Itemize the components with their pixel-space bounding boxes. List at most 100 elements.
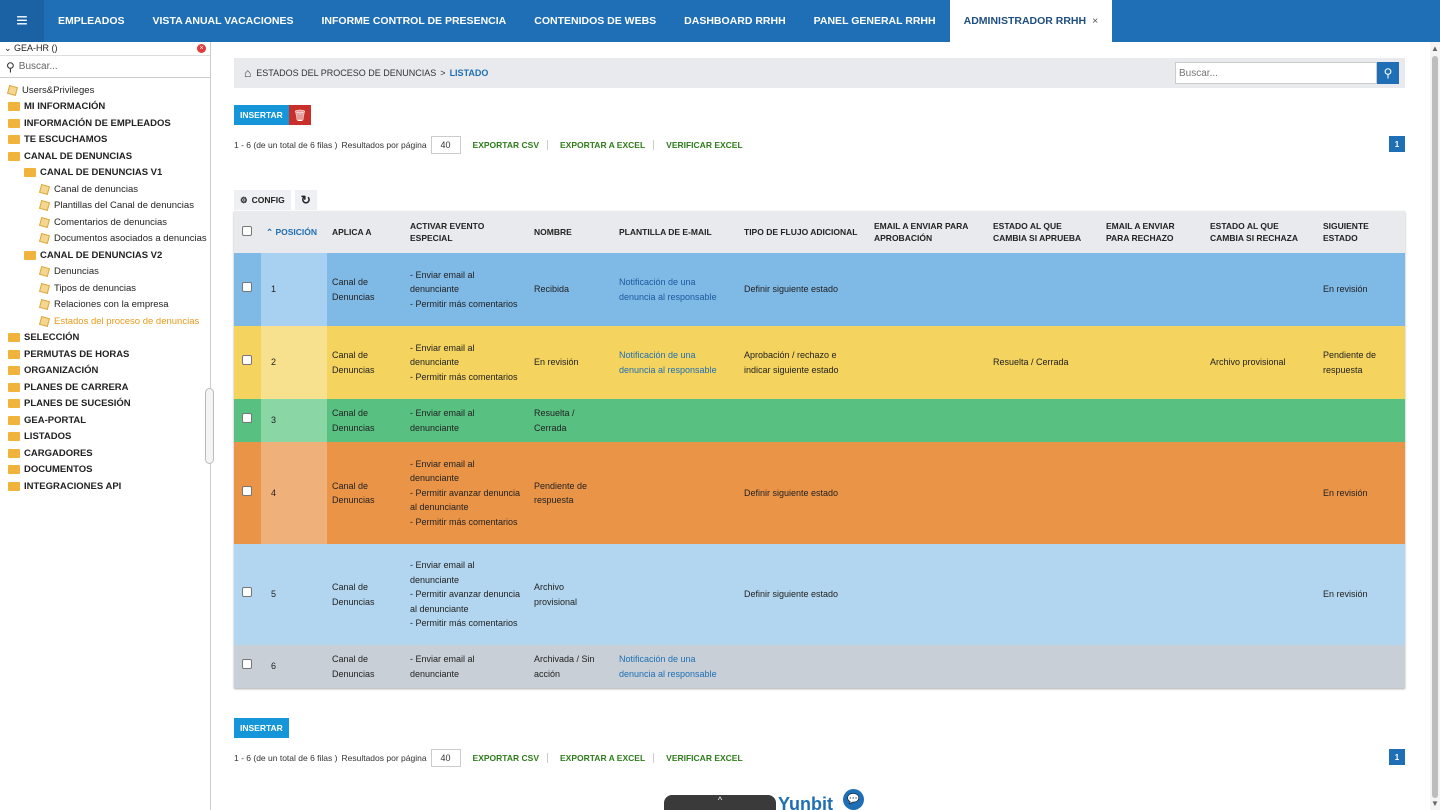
export-excel-link[interactable]: EXPORTAR A EXCEL	[560, 140, 655, 150]
cell-plantilla-link[interactable]	[614, 399, 739, 442]
sidebar-item-canal-denuncias[interactable]: CANAL DE DENUNCIAS	[0, 148, 210, 165]
cell-activar: - Enviar email al denunciante - Permitir …	[405, 326, 529, 399]
sidebar-search[interactable]: ⚲ Buscar...	[0, 56, 210, 78]
cell-plantilla-link[interactable]	[614, 442, 739, 544]
table-row[interactable]: 1 Canal de Denuncias - Enviar email al d…	[234, 253, 1405, 326]
sidebar-item-listados[interactable]: LISTADOS	[0, 429, 210, 446]
sidebar-item-informacion-empleados[interactable]: INFORMACIÓN DE EMPLEADOS	[0, 115, 210, 132]
tab-panel-general-rrhh[interactable]: PANEL GENERAL RRHH	[813, 15, 936, 27]
per-page-input[interactable]: 40	[430, 136, 461, 154]
search-button[interactable]: ⚲	[1377, 62, 1399, 84]
cell-activar: - Enviar email al denunciante - Permitir …	[405, 442, 529, 544]
page-button[interactable]: 1	[1389, 136, 1405, 152]
sidebar-item-tipos-denuncias[interactable]: Tipos de denuncias	[0, 280, 210, 297]
search-input[interactable]	[1175, 62, 1377, 84]
col-aplica[interactable]: APLICA A	[327, 211, 405, 253]
breadcrumb-parent[interactable]: ESTADOS DEL PROCESO DE DENUNCIAS	[256, 68, 437, 78]
sidebar-item-canal-denuncias-v2[interactable]: CANAL DE DENUNCIAS V2	[0, 247, 210, 264]
row-checkbox[interactable]	[242, 282, 252, 293]
sidebar-item-canal-denuncias-v1[interactable]: CANAL DE DENUNCIAS V1	[0, 165, 210, 182]
scroll-down-icon[interactable]: ▼	[1431, 799, 1439, 808]
sidebar-resize-handle[interactable]	[205, 388, 214, 464]
col-flujo[interactable]: TIPO DE FLUJO ADICIONAL	[739, 211, 869, 253]
sidebar-search-input[interactable]: Buscar...	[18, 61, 58, 72]
col-posicion[interactable]: ⌃ POSICIÓN	[261, 211, 327, 253]
tab-contenidos-webs[interactable]: CONTENIDOS DE WEBS	[534, 15, 657, 27]
verify-excel-link[interactable]: VERIFICAR EXCEL	[666, 753, 743, 763]
hamburger-icon[interactable]: ≡	[0, 0, 44, 42]
col-siguiente[interactable]: SIGUIENTE ESTADO	[1318, 211, 1405, 253]
page-scrollbar[interactable]: ▲ ▼	[1430, 42, 1440, 810]
tab-dashboard-rrhh[interactable]: DASHBOARD RRHH	[684, 15, 786, 27]
sidebar-item-comentarios[interactable]: Comentarios de denuncias	[0, 214, 210, 231]
export-csv-link[interactable]: EXPORTAR CSV	[473, 140, 548, 150]
close-icon[interactable]: ×	[197, 44, 206, 53]
cell-plantilla-link[interactable]: Notificación de una denuncia al responsa…	[614, 645, 739, 688]
insert-button[interactable]: INSERTAR	[234, 105, 289, 125]
table-row[interactable]: 4 Canal de Denuncias - Enviar email al d…	[234, 442, 1405, 544]
collapse-tab[interactable]: ^	[664, 795, 776, 810]
table-row[interactable]: 6 Canal de Denuncias - Enviar email al d…	[234, 645, 1405, 688]
tab-vista-anual-vacaciones[interactable]: VISTA ANUAL VACACIONES	[152, 15, 294, 27]
tab-empleados[interactable]: EMPLEADOS	[58, 15, 125, 27]
config-button[interactable]: ⚙ CONFIG	[234, 190, 291, 210]
row-checkbox[interactable]	[242, 587, 252, 598]
refresh-button[interactable]: ↻	[294, 190, 317, 210]
tab-informe-control-presencia[interactable]: INFORME CONTROL DE PRESENCIA	[321, 15, 507, 27]
sidebar-item-relaciones-empresa[interactable]: Relaciones con la empresa	[0, 297, 210, 314]
export-excel-link[interactable]: EXPORTAR A EXCEL	[560, 753, 655, 763]
select-all-checkbox[interactable]	[242, 225, 252, 236]
home-icon[interactable]: ⌂	[244, 66, 252, 80]
sidebar-item-estados-proceso[interactable]: Estados del proceso de denuncias	[0, 313, 210, 330]
sidebar-item-denuncias[interactable]: Denuncias	[0, 264, 210, 281]
chat-icon[interactable]: 💬	[843, 789, 864, 810]
cell-plantilla-link[interactable]: Notificación de una denuncia al responsa…	[614, 326, 739, 399]
row-checkbox[interactable]	[242, 413, 252, 424]
col-plantilla[interactable]: PLANTILLA DE E-MAIL	[614, 211, 739, 253]
sidebar-item-integraciones-api[interactable]: INTEGRACIONES API	[0, 478, 210, 495]
scroll-up-icon[interactable]: ▲	[1431, 44, 1439, 53]
row-checkbox[interactable]	[242, 659, 252, 670]
cell-email-aprob	[869, 544, 988, 645]
cell-plantilla-link[interactable]: Notificación de una denuncia al responsa…	[614, 253, 739, 326]
insert-button-bottom[interactable]: INSERTAR	[234, 718, 289, 738]
sidebar-item-planes-carrera[interactable]: PLANES DE CARRERA	[0, 379, 210, 396]
folder-icon	[8, 333, 20, 343]
sidebar-item-documentos[interactable]: DOCUMENTOS	[0, 462, 210, 479]
cell-plantilla-link[interactable]	[614, 544, 739, 645]
sidebar-item-mi-informacion[interactable]: MI INFORMACIÓN	[0, 99, 210, 116]
sidebar-title[interactable]: ⌄ GEA-HR ()	[4, 43, 58, 54]
page-button-bottom[interactable]: 1	[1389, 749, 1405, 765]
tab-administrador-rrhh[interactable]: ADMINISTRADOR RRHH ×	[949, 0, 1113, 42]
col-email-rechazo[interactable]: EMAIL A ENVIAR PARA RECHAZO	[1101, 211, 1205, 253]
sidebar-item-gea-portal[interactable]: GEA-PORTAL	[0, 412, 210, 429]
scrollbar-thumb[interactable]	[1432, 56, 1438, 798]
close-icon[interactable]: ×	[1092, 15, 1099, 27]
col-email-aprob[interactable]: EMAIL A ENVIAR PARA APROBACIÓN	[869, 211, 988, 253]
export-csv-link[interactable]: EXPORTAR CSV	[473, 753, 548, 763]
sidebar-item-seleccion[interactable]: SELECCIÓN	[0, 330, 210, 347]
sort-asc-icon: ⌃	[266, 227, 276, 237]
col-estado-rechaza[interactable]: ESTADO AL QUE CAMBIA SI RECHAZA	[1205, 211, 1318, 253]
per-page-input[interactable]: 40	[430, 749, 461, 767]
sidebar-item-cargadores[interactable]: CARGADORES	[0, 445, 210, 462]
table-row[interactable]: 2 Canal de Denuncias - Enviar email al d…	[234, 326, 1405, 399]
verify-excel-link[interactable]: VERIFICAR EXCEL	[666, 140, 743, 150]
sidebar-item-organizacion[interactable]: ORGANIZACIÓN	[0, 363, 210, 380]
sidebar-item-users-privileges[interactable]: Users&Privileges	[0, 82, 210, 99]
sidebar-item-planes-sucesion[interactable]: PLANES DE SUCESIÓN	[0, 396, 210, 413]
sidebar-item-documentos-asociados[interactable]: Documentos asociados a denuncias	[0, 231, 210, 248]
sidebar-item-plantillas[interactable]: Plantillas del Canal de denuncias	[0, 198, 210, 215]
sidebar-item-canal-de-denuncias[interactable]: Canal de denuncias	[0, 181, 210, 198]
cell-email-rechazo	[1101, 645, 1205, 688]
col-nombre[interactable]: NOMBRE	[529, 211, 614, 253]
delete-button[interactable]: 🗑	[289, 105, 311, 125]
col-estado-aprueba[interactable]: ESTADO AL QUE CAMBIA SI APRUEBA	[988, 211, 1101, 253]
sidebar-item-permutas-horas[interactable]: PERMUTAS DE HORAS	[0, 346, 210, 363]
table-row[interactable]: 3 Canal de Denuncias - Enviar email al d…	[234, 399, 1405, 442]
row-checkbox[interactable]	[242, 355, 252, 366]
row-checkbox[interactable]	[242, 485, 252, 496]
sidebar-item-te-escuchamos[interactable]: TE ESCUCHAMOS	[0, 132, 210, 149]
col-activar[interactable]: ACTIVAR EVENTO ESPECIAL	[405, 211, 529, 253]
table-row[interactable]: 5 Canal de Denuncias - Enviar email al d…	[234, 544, 1405, 645]
